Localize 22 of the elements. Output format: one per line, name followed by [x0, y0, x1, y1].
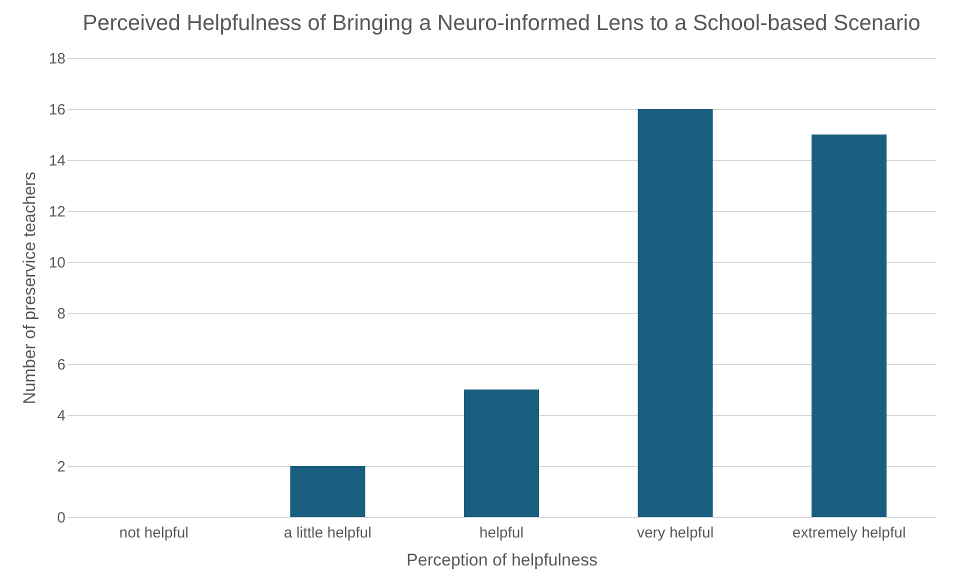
bar	[290, 466, 366, 517]
y-tick-label: 2	[57, 458, 66, 476]
y-tick-label: 12	[48, 204, 66, 220]
x-tick-label: helpful	[479, 524, 524, 542]
x-tick-label: a little helpful	[284, 524, 372, 542]
y-tick-label: 18	[48, 50, 66, 68]
x-tick-label: extremely helpful	[792, 524, 906, 542]
y-tick-label: 8	[57, 306, 66, 322]
y-tick-label: 16	[48, 102, 66, 118]
chart-title: Perceived Helpfulness of Bringing a Neuro-informed Lens to a School-based Scenario	[82, 10, 920, 35]
bar	[812, 134, 887, 517]
y-tick-label: 0	[57, 510, 66, 526]
x-axis-title: Perception of helpfulness	[406, 550, 598, 570]
y-axis-title: Number of preservice teachers	[20, 172, 39, 404]
y-tick-label: 14	[48, 152, 66, 170]
x-tick-label: very helpful	[636, 524, 714, 542]
x-tick-label: not helpful	[119, 524, 189, 542]
y-tick-label: 10	[48, 254, 66, 272]
y-tick-label: 6	[57, 356, 66, 374]
y-tick-label: 4	[57, 408, 66, 424]
bar	[464, 390, 539, 517]
bar	[638, 109, 713, 517]
